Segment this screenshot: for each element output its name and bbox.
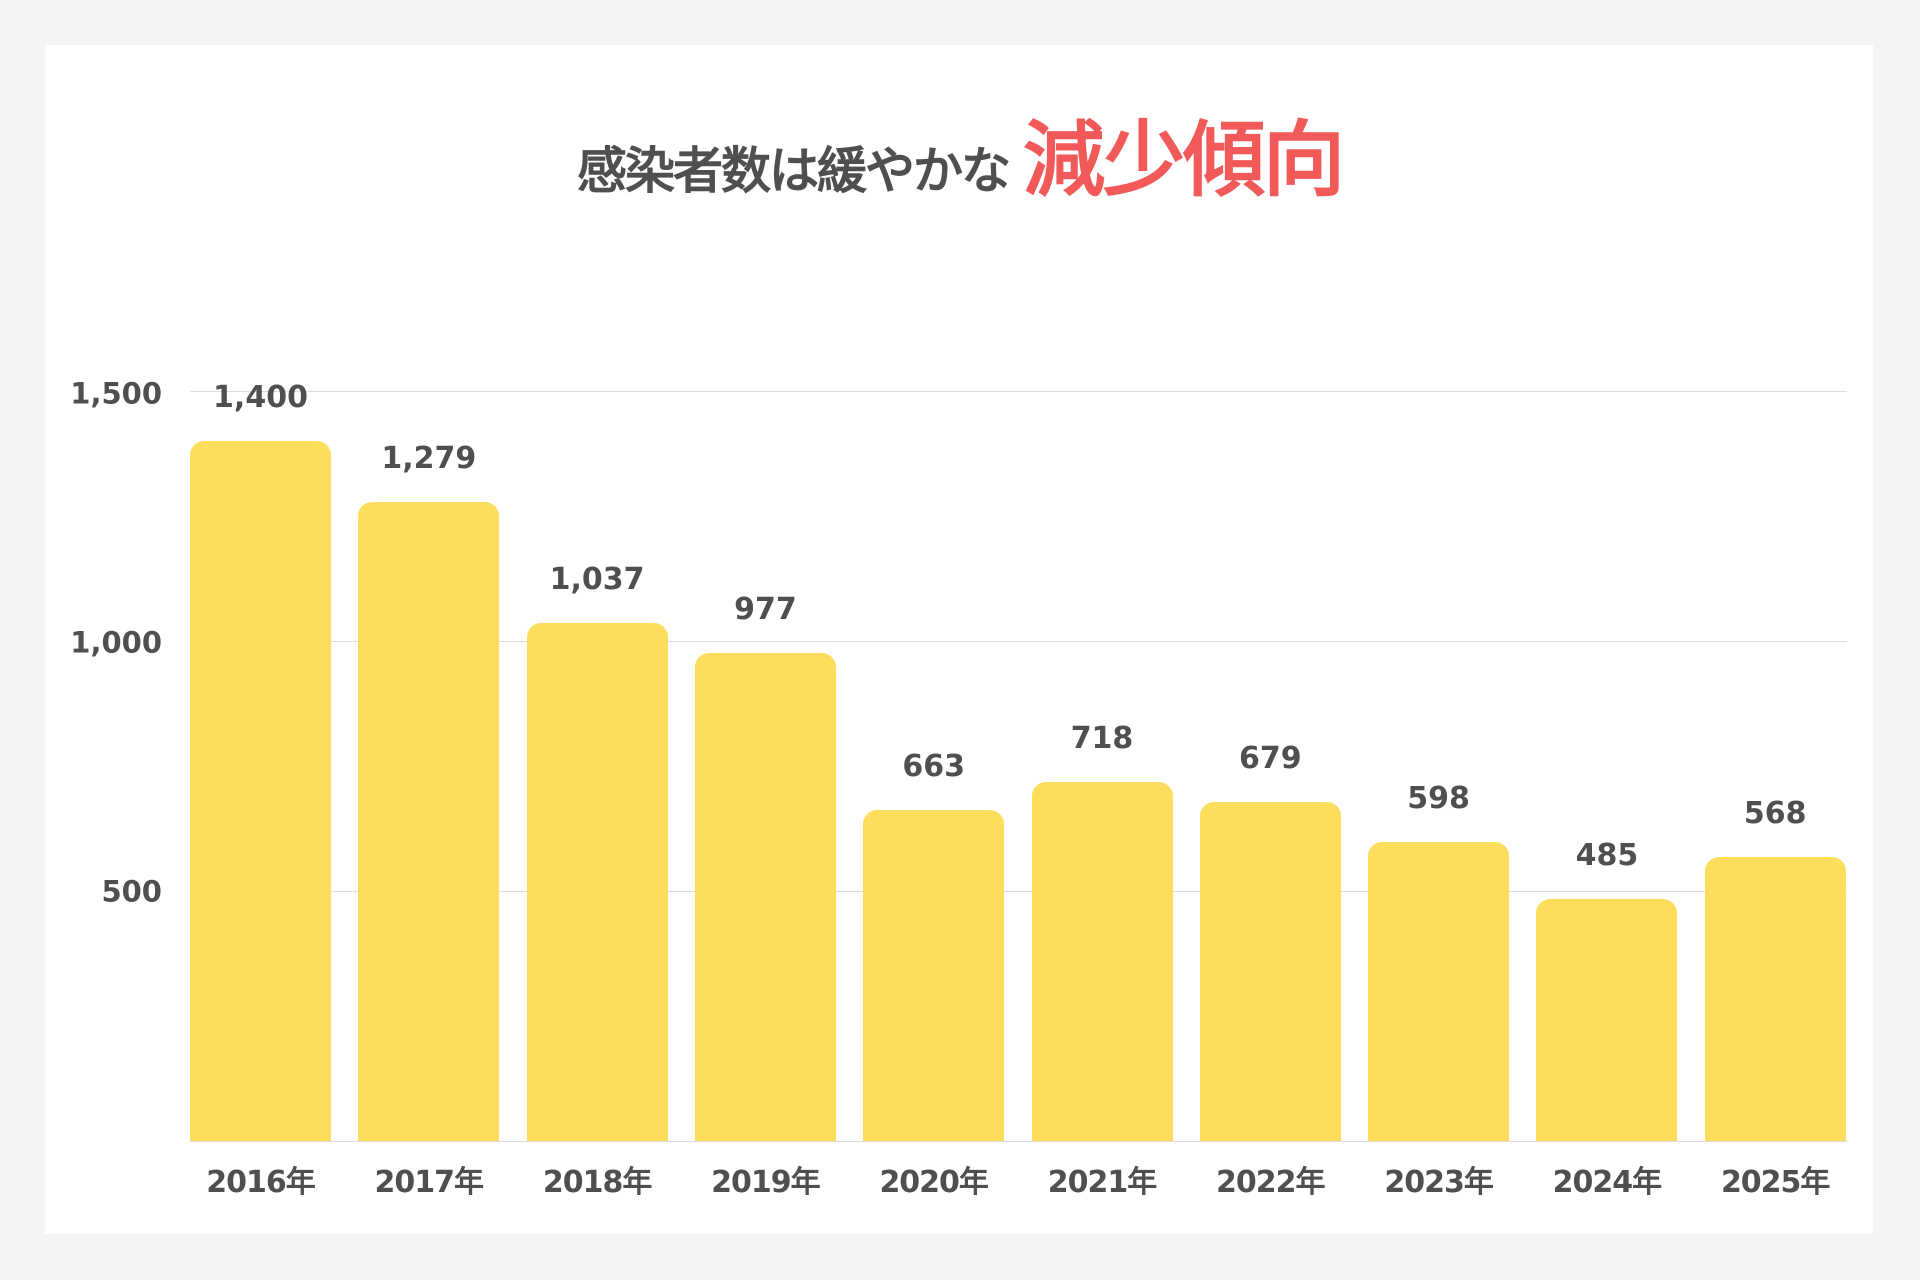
bar-value-label: 568: [1743, 796, 1807, 831]
y-tick-1000: 1,000: [70, 625, 162, 660]
chart-title-accent: 減少傾向: [1022, 113, 1345, 208]
chart-title-main: 感染者数は緩やかな: [576, 142, 1011, 200]
gridline-1000: [190, 641, 1847, 642]
x-axis-label: 2020年: [879, 1165, 989, 1200]
bar-value-label: 1,037: [549, 561, 645, 597]
bar: [1536, 898, 1678, 1141]
bar-value-label: 679: [1238, 740, 1302, 776]
bar: [190, 441, 331, 1141]
bar: [1368, 842, 1510, 1141]
bar: [1031, 782, 1173, 1141]
bar-value-label: 485: [1575, 837, 1639, 873]
x-axis-label: 2016年: [206, 1165, 316, 1200]
gridline-500: [190, 891, 1847, 892]
bar-value-label: 1,279: [381, 440, 477, 476]
x-axis-label: 2017年: [374, 1165, 485, 1200]
bar-value-label: 1,400: [213, 380, 308, 415]
bar: [1704, 857, 1846, 1141]
y-tick-1500: 1,500: [70, 376, 162, 411]
x-axis-label: 2025年: [1720, 1165, 1831, 1200]
bar-value-label: 598: [1407, 781, 1470, 816]
x-axis-label: 2024年: [1552, 1165, 1663, 1200]
bar: [694, 652, 836, 1141]
bar: [1199, 801, 1341, 1141]
bar: [526, 622, 668, 1141]
x-axis-label: 2021年: [1047, 1165, 1158, 1200]
bar-value-label: 663: [902, 748, 965, 784]
baseline: [190, 1141, 1847, 1142]
x-axis-label: 2018年: [542, 1165, 653, 1200]
x-axis-label: 2019年: [711, 1165, 821, 1200]
bar: [358, 501, 500, 1141]
gridline-1500: [190, 391, 1847, 392]
chart-title: 感染者数は緩やかな 減少傾向: [0, 120, 1920, 202]
y-tick-500: 500: [101, 874, 162, 909]
bar-value-label: 718: [1070, 721, 1134, 756]
x-axis-label: 2022年: [1216, 1165, 1326, 1200]
x-axis-label: 2023年: [1384, 1165, 1494, 1200]
bar: [863, 809, 1005, 1141]
bar-value-label: 977: [734, 591, 797, 627]
